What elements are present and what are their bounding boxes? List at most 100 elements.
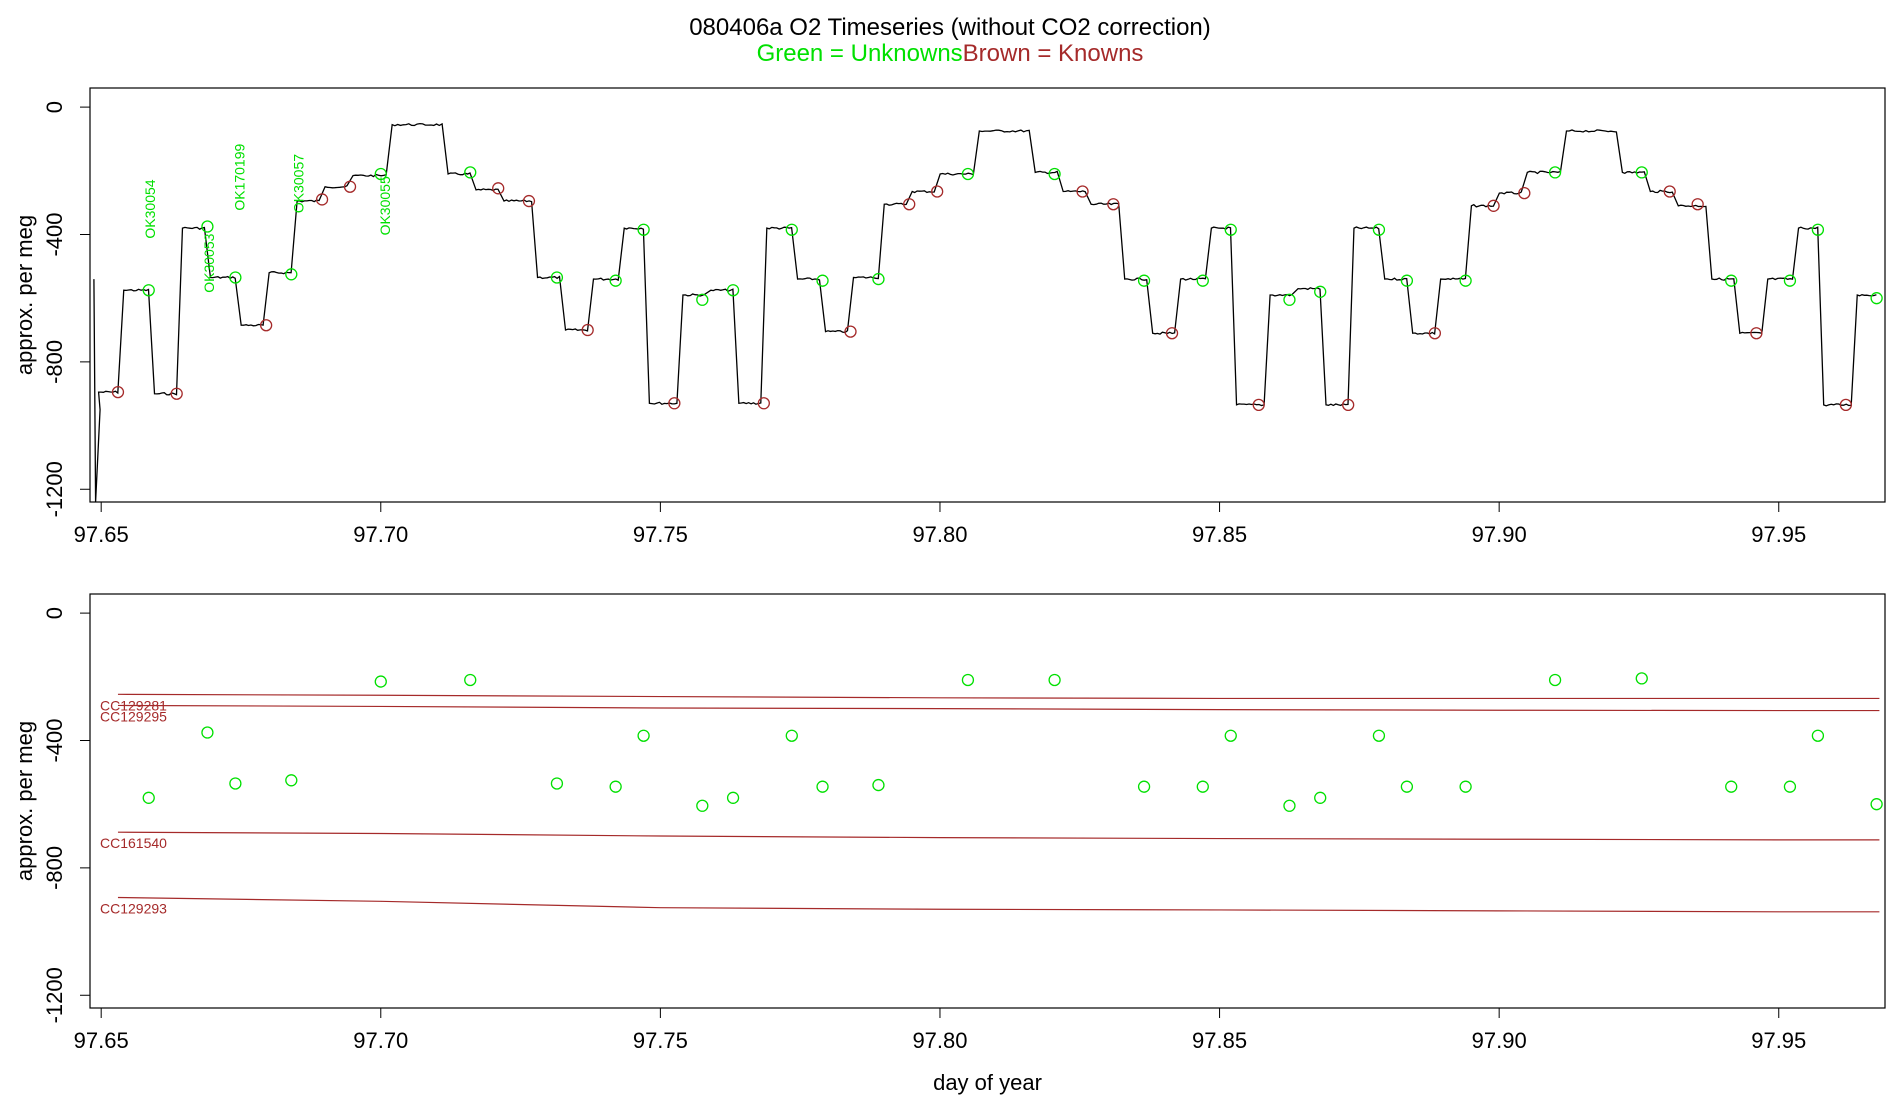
unknown-point [1196,780,1209,793]
reference-line [117,693,1880,700]
known-point [1750,327,1763,340]
unknown-point [464,166,477,179]
y-axis-label: approx. per meg [12,215,37,375]
unknown-point [550,271,564,284]
sample-annotation: OK170199 [232,143,248,210]
o2-trace-line [93,122,1877,503]
unknown-point [285,268,298,281]
unknown-point [1725,780,1738,793]
unknown-point [1137,780,1151,793]
y-tick-label: 0 [42,101,67,113]
unknown-point [285,774,298,787]
y-tick-label: -800 [42,340,67,384]
x-tick-label: 97.65 [74,522,129,547]
unknown-point [816,780,829,793]
known-point [1839,398,1853,412]
unknown-point [1811,223,1825,236]
known-point [1518,186,1531,200]
sample-annotation: OK30057 [290,154,306,213]
known-point [259,319,273,332]
reference-line-label: CC161540 [100,835,167,851]
x-tick-label: 97.65 [74,1028,129,1053]
unknown-point [726,791,740,804]
known-point [170,387,183,400]
sample-annotation: OK30055 [377,176,393,235]
legend-unknowns: Green = Unknowns [756,40,963,67]
known-point [111,385,125,399]
unknown-point [1314,791,1327,804]
unknown-point [637,729,650,742]
x-tick-label: 97.70 [353,1028,408,1053]
plot-frame [89,87,1886,503]
unknown-point [1725,274,1738,287]
unknown-point [550,777,564,790]
unknown-point [1283,799,1296,812]
x-tick-label: 97.90 [1472,1028,1527,1053]
unknown-point [961,673,975,687]
unknown-point [374,167,387,181]
unknown-point [785,729,798,742]
unknown-point [374,675,387,688]
reference-line-label: CC129295 [100,708,167,724]
x-tick-label: 97.95 [1751,522,1806,547]
y-tick-label: 0 [42,607,67,619]
unknown-point [1635,166,1648,179]
known-point [343,180,357,193]
x-tick-label: 97.75 [633,522,688,547]
x-tick-label: 97.90 [1472,522,1527,547]
x-tick-label: 97.80 [912,1028,967,1053]
unknown-point [1400,274,1414,287]
unknown-point [201,220,214,233]
unknown-point [1048,673,1061,687]
x-tick-label: 97.80 [912,522,967,547]
known-point [522,194,536,208]
unknown-point [1196,274,1209,287]
y-tick-label: -400 [42,212,67,256]
reference-line [117,831,1880,841]
unknown-point [1548,166,1562,179]
x-tick-label: 97.85 [1192,1028,1247,1053]
unknown-point [201,726,214,739]
reference-line-label: CC129293 [100,900,167,916]
unknown-point [816,274,829,287]
unknown-point [872,778,885,792]
y-tick-label: -1200 [42,967,67,1023]
sample-annotation: OK30054 [142,179,158,238]
known-point [1487,199,1500,212]
x-tick-label: 97.75 [633,1028,688,1053]
unknown-point [785,223,798,236]
unknown-point [142,284,155,297]
y-tick-label: -400 [42,718,67,762]
unknown-point [1048,167,1061,181]
known-point [492,182,505,195]
known-point [1165,327,1179,340]
unknown-point [961,167,975,181]
unknown-point [1459,274,1472,287]
unknown-point [1870,798,1883,811]
unknown-point [1870,292,1883,305]
known-point [1691,198,1704,211]
unknown-point [609,780,622,793]
known-point [581,323,594,337]
unknown-point [1314,285,1327,298]
known-point [844,325,857,338]
unknown-point [1635,672,1648,685]
y-tick-label: -800 [42,846,67,890]
unknown-point [637,223,650,236]
unknown-point [1224,729,1237,742]
unknown-point [464,673,477,687]
unknown-point [1459,780,1472,793]
unknown-point [1400,780,1414,793]
known-point [1252,398,1265,412]
known-point [1663,185,1676,198]
unknown-point [726,284,740,297]
unknown-point [229,777,242,790]
unknown-point [696,799,709,812]
reference-line [117,704,1880,712]
y-tick-label: -1200 [42,461,67,517]
unknown-point [1811,729,1825,742]
known-point [668,397,681,410]
unknown-point [142,791,155,804]
y-axis-label: approx. per meg [12,721,37,881]
known-point [757,397,770,410]
